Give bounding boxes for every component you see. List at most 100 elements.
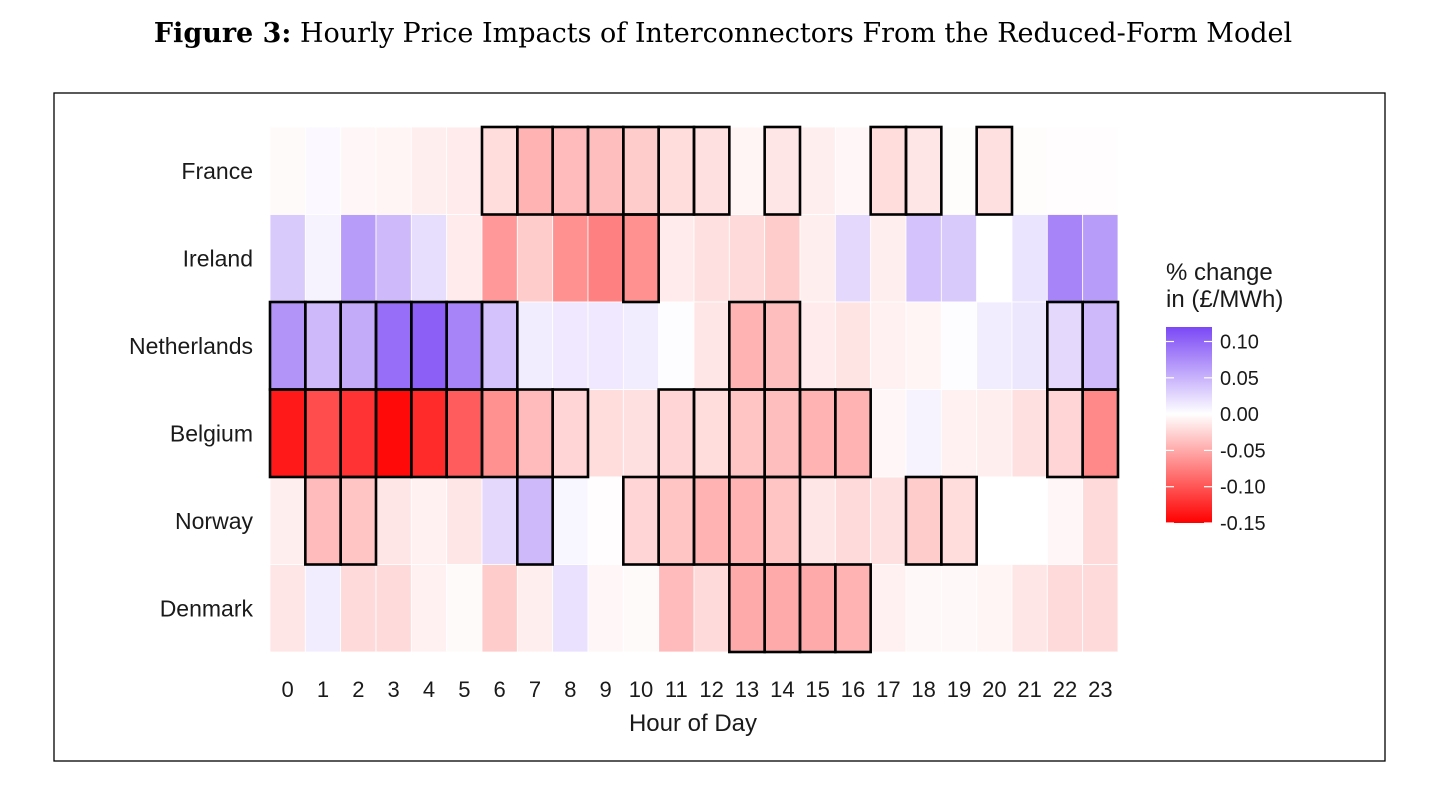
heatmap-cell (799, 301, 836, 390)
heatmap-cell (764, 389, 801, 478)
heatmap-cell (693, 126, 730, 215)
heatmap-cell (269, 476, 306, 565)
x-axis-tick-label: 4 (423, 677, 435, 702)
heatmap-cell (552, 214, 589, 303)
heatmap-cell (1011, 301, 1048, 390)
heatmap-cell (940, 301, 978, 390)
heatmap-cell (764, 301, 801, 390)
heatmap-cell (658, 476, 695, 565)
legend-tick-label: -0.15 (1220, 513, 1266, 535)
heatmap-cell (622, 564, 660, 653)
heatmap-cell (693, 214, 730, 303)
heatmap-cell (587, 214, 624, 303)
heatmap-cell (940, 126, 978, 215)
x-axis-tick-label: 19 (947, 677, 971, 702)
heatmap-cell (728, 301, 766, 390)
heatmap-cell (799, 126, 836, 215)
heatmap-cell (1082, 301, 1119, 390)
heatmap-cell (587, 564, 624, 653)
heatmap-cell (728, 564, 766, 653)
x-axis-tick-label: 2 (352, 677, 364, 702)
heatmap-cell (481, 564, 518, 653)
x-axis-tick-label: 0 (282, 677, 294, 702)
heatmap-cell (481, 214, 518, 303)
heatmap-cell (976, 476, 1013, 565)
y-axis-label: France (181, 158, 253, 184)
heatmap-cell (446, 389, 483, 478)
heatmap-cell (658, 126, 695, 215)
heatmap-cell (940, 476, 978, 565)
heatmap-cell (446, 301, 483, 390)
y-axis-label: Belgium (170, 420, 253, 446)
heatmap-cell (340, 389, 377, 478)
heatmap-cell (834, 301, 872, 390)
heatmap-cell (764, 214, 801, 303)
legend-tick-label: 0.10 (1220, 332, 1259, 354)
heatmap-cell (799, 564, 836, 653)
significance-outline (763, 125, 802, 216)
heatmap-cell (1046, 564, 1084, 653)
heatmap-cell (622, 214, 660, 303)
figure-number: Figure 3: (153, 18, 292, 49)
heatmap-cell (693, 564, 730, 653)
heatmap-cell (446, 564, 483, 653)
heatmap-cell (728, 476, 766, 565)
heatmap-cell (304, 476, 342, 565)
heatmap-cell (340, 301, 377, 390)
heatmap-cell (552, 126, 589, 215)
heatmap-cell (976, 301, 1013, 390)
heatmap-cell (693, 389, 730, 478)
heatmap-cell (905, 301, 942, 390)
x-axis-title: Hour of Day (629, 710, 757, 737)
heatmap-cell (340, 476, 377, 565)
heatmap-cell (905, 476, 942, 565)
heatmap-cell (1046, 476, 1084, 565)
heatmap-cell (410, 476, 448, 565)
heatmap-cell (622, 126, 660, 215)
heatmap-cell (1011, 476, 1048, 565)
heatmap-cell (764, 476, 801, 565)
heatmap-cell (976, 389, 1013, 478)
heatmap-cell (905, 214, 942, 303)
heatmap-cell (587, 301, 624, 390)
x-axis-tick-label: 17 (876, 677, 900, 702)
heatmap-cell (375, 301, 412, 390)
heatmap-cell (1082, 214, 1119, 303)
heatmap-cell (976, 564, 1013, 653)
significance-outline (692, 125, 731, 216)
heatmap-cell (481, 126, 518, 215)
heatmap-cell (870, 564, 907, 653)
y-axis-labels: France Ireland Netherlands Belgium Norway Den… (129, 158, 254, 622)
significance-outline (975, 125, 1014, 216)
x-axis-tick-label: 15 (805, 677, 829, 702)
heatmap-cell (693, 476, 730, 565)
figure-title: Hourly Price Impacts of Interconnectors … (299, 18, 1293, 49)
heatmap-cell (516, 214, 554, 303)
x-axis-tick-label: 6 (494, 677, 506, 702)
heatmap-cell (940, 564, 978, 653)
heatmap-cell (481, 301, 518, 390)
legend-tick-label: 0.05 (1220, 368, 1259, 390)
significance-outline (834, 563, 872, 654)
heatmap-cell (1082, 126, 1119, 215)
heatmap-cell (622, 476, 660, 565)
heatmap-cell (1082, 389, 1119, 478)
heatmap-cell (870, 476, 907, 565)
x-axis-tick-label: 8 (564, 677, 576, 702)
heatmap-cell (1046, 389, 1084, 478)
heatmap-cell (693, 301, 730, 390)
y-axis-label: Denmark (160, 595, 254, 621)
heatmap-cell (728, 214, 766, 303)
heatmap-cell (1011, 214, 1048, 303)
heatmap-cell (940, 214, 978, 303)
heatmap-cell (446, 214, 483, 303)
heatmap-cell (940, 389, 978, 478)
legend-tick-label: -0.10 (1220, 477, 1266, 499)
heatmap-cell (340, 126, 377, 215)
heatmap-cell (516, 564, 554, 653)
heatmap-cell (799, 389, 836, 478)
heatmap-cell (340, 214, 377, 303)
x-axis-tick-label: 14 (770, 677, 794, 702)
heatmap-cell (587, 126, 624, 215)
figure-caption: Figure 3: Hourly Price Impacts of Interc… (0, 18, 1446, 49)
